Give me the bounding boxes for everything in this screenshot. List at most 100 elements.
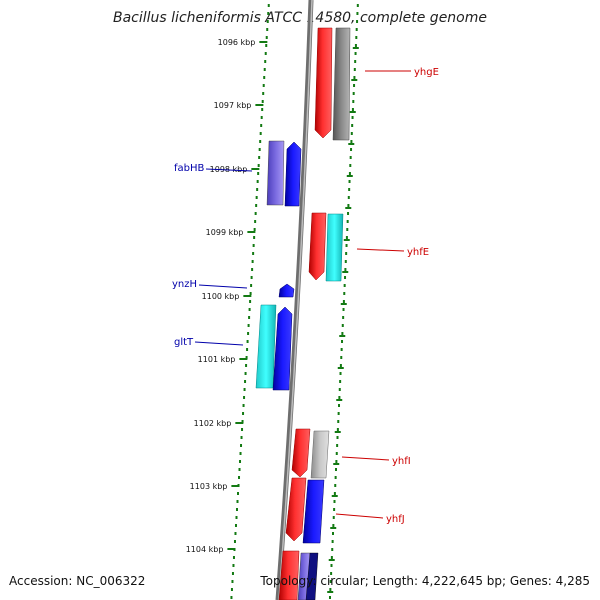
- ring-dot-inner: [263, 68, 266, 71]
- ring-dot-outer: [342, 300, 345, 303]
- gene-label-ynzH[interactable]: ynzH: [172, 279, 197, 290]
- ring-dash-outer: [343, 239, 350, 241]
- ring-dot-outer: [336, 428, 339, 431]
- kbp-tick-label: 1097 kbp: [214, 101, 252, 110]
- ring-dot-inner: [256, 180, 259, 183]
- gene-arrow-red-bottom[interactable]: [278, 550, 300, 600]
- gene-arrow-cyan-left[interactable]: [255, 304, 277, 389]
- ring-dash-outer: [348, 143, 355, 145]
- gene-label-yhfE[interactable]: yhfE: [407, 247, 429, 258]
- ring-dot-outer: [336, 436, 339, 439]
- ring-dot-outer: [352, 92, 355, 95]
- gene-arrow-gray-top[interactable]: [332, 27, 351, 141]
- ring-dot-inner: [243, 388, 246, 391]
- ring-dot-outer: [351, 124, 354, 127]
- ring-dot-inner: [255, 204, 258, 207]
- ring-dot-outer: [333, 492, 336, 495]
- ring-dot-outer: [353, 84, 356, 87]
- kbp-tick-label: 1100 kbp: [202, 292, 240, 301]
- ring-dot-inner: [246, 348, 249, 351]
- ring-dot-inner: [267, 12, 270, 15]
- ring-dot-outer: [348, 172, 351, 175]
- gene-arrow-purple[interactable]: [266, 140, 285, 206]
- ring-dot-inner: [258, 156, 261, 159]
- gene-label-yhfI[interactable]: yhfI: [392, 456, 411, 467]
- ring-dot-outer: [344, 276, 347, 279]
- gene-arrow-ynzH[interactable]: [278, 283, 295, 298]
- ring-dot-outer: [338, 404, 341, 407]
- ring-dot-inner: [247, 332, 250, 335]
- ring-dot-inner: [231, 580, 234, 583]
- ring-dot-outer: [328, 596, 331, 599]
- ring-dash-outer: [352, 47, 359, 49]
- kbp-tick-label: 1102 kbp: [194, 419, 232, 428]
- ring-dot-inner: [232, 556, 235, 559]
- ring-dot-outer: [330, 564, 333, 567]
- ring-dash-outer: [339, 335, 346, 337]
- gene-arrow-yhfE-red[interactable]: [308, 212, 327, 281]
- gene-arrow-lightgray[interactable]: [310, 430, 330, 479]
- ring-dash-outer: [351, 79, 358, 81]
- ring-dot-outer: [333, 508, 336, 511]
- ring-dash-outer: [330, 527, 337, 529]
- ring-dot-inner: [254, 220, 257, 223]
- ring-dot-outer: [351, 108, 354, 111]
- gene-label-fabHB[interactable]: fabHB: [174, 163, 205, 174]
- gene-arrow-yhfI-red[interactable]: [291, 428, 311, 478]
- ring-dot-outer: [331, 548, 334, 551]
- ring-dot-outer: [330, 556, 333, 559]
- gene-label-yhfJ[interactable]: yhfJ: [386, 514, 405, 525]
- ring-dot-inner: [235, 516, 238, 519]
- ring-dot-outer: [337, 420, 340, 423]
- ring-dot-outer: [343, 284, 346, 287]
- ring-dot-outer: [332, 516, 335, 519]
- gene-arrow-fabHB[interactable]: [284, 141, 302, 207]
- ring-dot-outer: [341, 340, 344, 343]
- ring-dot-inner: [259, 132, 262, 135]
- ring-dot-inner: [246, 340, 249, 343]
- gene-arrow-navy-bottom[interactable]: [305, 552, 319, 600]
- ring-dot-inner: [257, 172, 260, 175]
- ring-dot-inner: [266, 28, 269, 31]
- gene-label-yhgE[interactable]: yhgE: [414, 67, 439, 78]
- ring-dot-inner: [245, 364, 248, 367]
- ring-dot-inner: [251, 260, 254, 263]
- ring-dot-inner: [239, 460, 242, 463]
- genome-title: Bacillus licheniformis ATCC 14580, compl…: [113, 10, 487, 26]
- ring-dot-inner: [236, 500, 239, 503]
- ring-dot-inner: [253, 228, 256, 231]
- ring-dot-inner: [234, 532, 237, 535]
- ring-dot-inner: [259, 140, 262, 143]
- ring-dot-outer: [347, 204, 350, 207]
- gene-arrow-cyan-mid[interactable]: [325, 213, 344, 282]
- gene-arrow-yhgE-red[interactable]: [314, 27, 333, 139]
- ring-dash-outer: [327, 591, 334, 593]
- ring-dash-outer: [346, 175, 353, 177]
- ring-dot-outer: [356, 12, 359, 15]
- ring-dot-outer: [350, 148, 353, 151]
- ring-dot-inner: [252, 252, 255, 255]
- ring-dot-outer: [336, 444, 339, 447]
- gene-arrow-gltT[interactable]: [272, 306, 293, 391]
- ring-dot-outer: [349, 156, 352, 159]
- ring-dot-outer: [335, 452, 338, 455]
- ring-dot-inner: [243, 396, 246, 399]
- ring-dash-outer: [328, 559, 335, 561]
- ring-dot-inner: [244, 380, 247, 383]
- kbp-tick-label: 1101 kbp: [198, 355, 236, 364]
- ring-dot-inner: [247, 324, 250, 327]
- gene-arrow-blue-lower[interactable]: [302, 479, 325, 544]
- ring-dot-inner: [257, 164, 260, 167]
- ring-dot-outer: [350, 140, 353, 143]
- ring-dot-outer: [346, 220, 349, 223]
- kbp-tick-mark: [239, 358, 248, 360]
- ring-dot-inner: [251, 268, 254, 271]
- ring-dot-outer: [330, 572, 333, 575]
- genome-backbone: [275, 0, 314, 600]
- ring-dot-inner: [244, 372, 247, 375]
- ring-dot-outer: [342, 308, 345, 311]
- gene-arrow-yhfJ-red[interactable]: [285, 477, 307, 542]
- ring-dot-outer: [345, 252, 348, 255]
- ring-dot-outer: [344, 268, 347, 271]
- gene-label-gltT[interactable]: gltT: [174, 337, 194, 348]
